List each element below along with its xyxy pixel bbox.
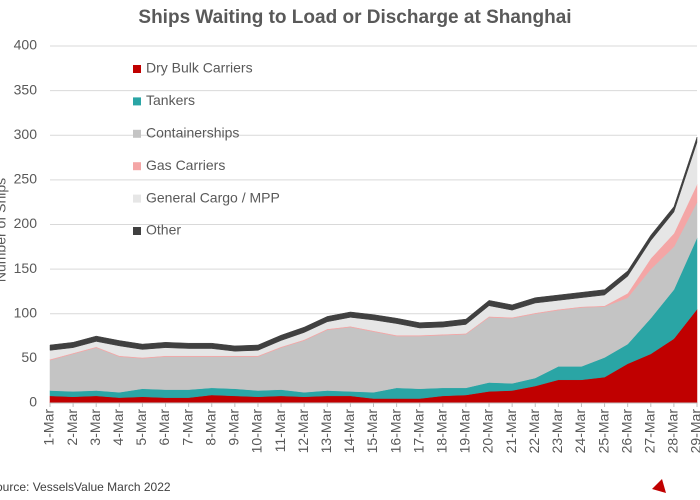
x-tick-label: 16-Mar [387,409,403,454]
x-tick-label: 19-Mar [457,409,473,454]
x-tick-label: 4-Mar [110,409,126,446]
y-tick-label: 0 [29,394,37,410]
y-axis-label: Number of Ships [0,178,9,282]
legend-swatch [133,129,141,138]
legend-swatch [133,97,141,106]
legend-swatch [133,162,141,171]
x-tick-label: 7-Mar [179,409,195,446]
legend-swatch [133,65,141,73]
x-tick-label: 28-Mar [665,409,681,454]
x-tick-label: 13-Mar [318,409,334,454]
y-tick-label: 350 [14,81,38,97]
x-tick-label: 26-Mar [618,409,634,454]
legend-label: Tankers [146,92,195,108]
x-tick-label: 29-Mar [688,409,700,454]
x-tick-label: 21-Mar [503,409,519,454]
x-tick-label: 2-Mar [64,409,80,446]
x-tick-label: 9-Mar [226,409,242,446]
legend-swatch [133,194,141,203]
area [49,136,698,352]
x-tick-label: 23-Mar [549,409,565,454]
x-tick-label: 14-Mar [341,409,357,454]
x-tick-label: 24-Mar [572,409,588,454]
legend-label: Gas Carriers [146,157,225,173]
logo-icon [652,479,666,493]
legend-label: Containerships [146,125,239,141]
y-tick-label: 50 [21,349,37,365]
x-tick-label: 6-Mar [156,409,172,446]
legend-swatch [133,227,141,235]
x-tick-label: 5-Mar [133,409,149,446]
y-tick-label: 300 [14,126,38,142]
x-tick-label: 12-Mar [295,409,311,454]
x-tick-label: 15-Mar [364,409,380,454]
x-tick-label: 22-Mar [526,409,542,454]
x-tick-label: 10-Mar [249,409,265,454]
x-tick-label: 25-Mar [595,409,611,454]
x-tick-label: 11-Mar [272,409,288,453]
y-tick-label: 400 [14,37,38,53]
x-tick-label: 8-Mar [202,409,218,446]
y-tick-label: 100 [14,304,38,320]
x-tick-label: 18-Mar [434,409,450,454]
x-tick-label: 17-Mar [410,409,426,454]
y-tick-label: 250 [14,171,38,187]
legend-label: General Cargo / MPP [146,189,280,205]
x-tick-label: 1-Mar [41,409,57,446]
legend-label: Other [146,222,181,238]
legend-label: Dry Bulk Carriers [146,60,253,76]
chart-title: Ships Waiting to Load or Discharge at Sh… [138,7,571,28]
y-tick-label: 200 [14,215,38,231]
x-tick-label: 27-Mar [641,409,657,454]
x-tick-label: 20-Mar [480,409,496,454]
source-note: Source: VesselsValue March 2022 [0,480,171,494]
x-tick-label: 3-Mar [87,409,103,446]
y-tick-label: 150 [14,260,38,276]
